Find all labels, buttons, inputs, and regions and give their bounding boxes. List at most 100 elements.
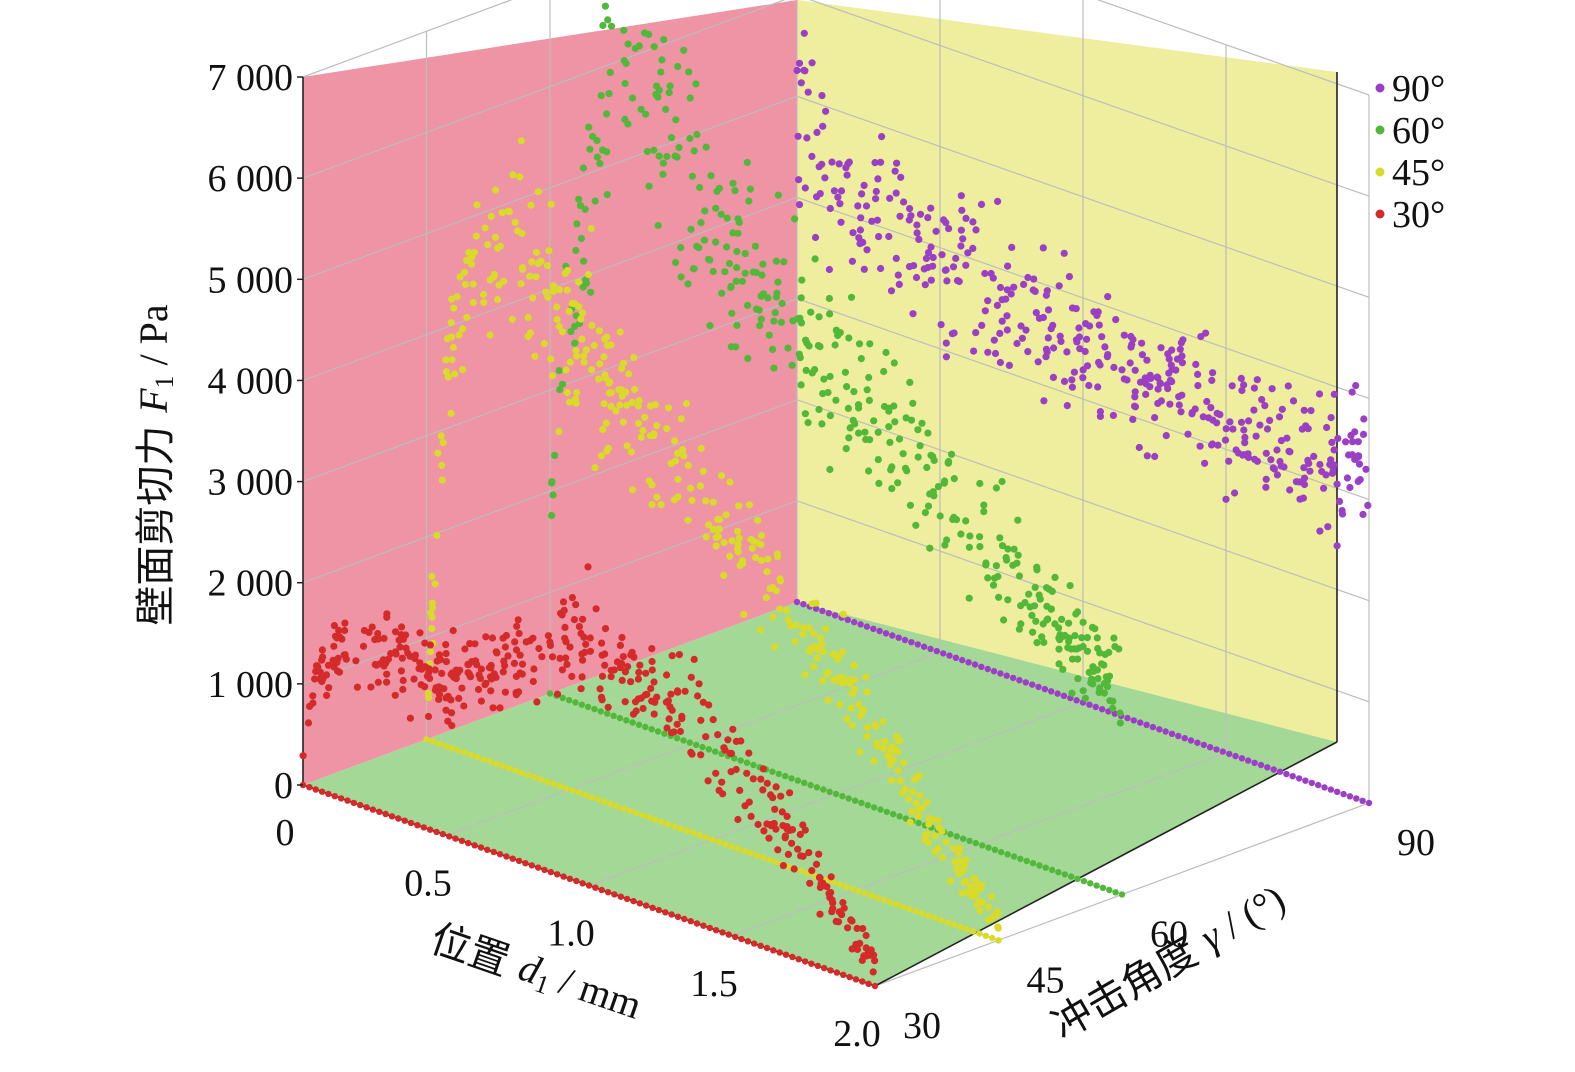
data-point	[784, 344, 792, 352]
data-point	[1061, 871, 1069, 878]
data-point	[849, 885, 856, 893]
data-point	[873, 742, 881, 750]
data-point	[719, 929, 726, 936]
data-point	[916, 210, 925, 218]
data-point	[825, 610, 832, 617]
data-point	[337, 795, 345, 802]
data-point	[1004, 262, 1012, 270]
data-point	[889, 756, 897, 764]
data-point	[729, 725, 737, 733]
data-point	[750, 761, 757, 769]
data-point	[1359, 430, 1368, 438]
data-point	[1162, 432, 1170, 440]
data-point	[1002, 295, 1010, 303]
data-point	[938, 853, 946, 861]
data-point	[923, 798, 931, 806]
data-point	[747, 849, 754, 857]
data-point	[978, 898, 987, 906]
data-point	[674, 62, 682, 71]
data-point	[1013, 559, 1021, 567]
data-point	[1015, 572, 1024, 580]
data-point	[371, 660, 379, 669]
data-point	[368, 623, 376, 631]
data-point	[779, 862, 788, 870]
data-point	[712, 533, 720, 541]
data-point	[984, 903, 993, 911]
data-point	[501, 688, 509, 696]
data-point	[853, 924, 861, 933]
data-point	[1080, 877, 1088, 885]
data-point	[715, 838, 723, 846]
data-point	[592, 884, 599, 891]
data-point	[299, 752, 307, 760]
data-point	[808, 59, 816, 67]
legend-marker	[1375, 209, 1385, 219]
data-point	[972, 890, 980, 898]
data-point	[397, 667, 405, 675]
data-point	[849, 229, 857, 237]
data-point	[1263, 425, 1272, 433]
data-point	[1040, 397, 1048, 405]
data-point	[729, 179, 737, 187]
data-point	[667, 134, 676, 142]
data-point	[845, 434, 853, 442]
data-point	[680, 452, 688, 460]
data-point	[531, 774, 538, 781]
data-point	[670, 437, 679, 445]
data-point	[442, 706, 450, 714]
data-point	[371, 636, 379, 644]
data-point	[887, 466, 895, 474]
data-point	[834, 331, 842, 340]
data-point	[797, 381, 805, 389]
data-point	[834, 193, 842, 201]
data-point	[442, 641, 450, 649]
data-point	[1003, 672, 1010, 679]
data-point	[945, 457, 953, 465]
data-point	[1106, 886, 1113, 894]
data-point	[891, 167, 899, 175]
data-point	[652, 816, 659, 823]
data-point	[1110, 363, 1118, 371]
data-point	[1318, 467, 1326, 476]
data-point	[888, 776, 896, 784]
data-point	[625, 370, 633, 378]
data-point	[762, 594, 771, 602]
data-point	[607, 22, 616, 30]
data-point	[620, 57, 628, 65]
data-point	[629, 719, 636, 726]
data-point	[635, 721, 643, 728]
data-point	[942, 266, 950, 274]
data-point	[498, 209, 506, 217]
data-point	[490, 848, 497, 856]
data-point	[648, 666, 656, 674]
data-point	[633, 809, 640, 817]
data-point	[737, 757, 744, 764]
data-point	[443, 335, 452, 343]
data-point	[839, 679, 847, 687]
data-point	[763, 779, 771, 787]
data-point	[1315, 390, 1324, 398]
data-point	[1304, 456, 1312, 464]
data-point	[838, 911, 846, 919]
data-point	[1213, 419, 1221, 427]
data-point	[821, 174, 829, 182]
data-point	[863, 688, 871, 696]
data-point	[1079, 374, 1087, 382]
x-tick-label: 0.5	[404, 862, 452, 904]
data-point	[916, 442, 924, 450]
data-point	[513, 622, 521, 630]
data-point	[788, 361, 796, 369]
data-point	[695, 680, 703, 688]
data-point	[741, 269, 749, 277]
data-point	[1031, 583, 1039, 592]
data-point	[518, 229, 526, 238]
data-point	[911, 776, 919, 784]
data-point	[800, 29, 808, 37]
data-point	[561, 269, 569, 278]
data-point	[758, 531, 766, 540]
data-point	[690, 265, 698, 273]
data-point	[938, 827, 946, 836]
data-point	[548, 653, 557, 661]
data-point	[932, 227, 940, 235]
